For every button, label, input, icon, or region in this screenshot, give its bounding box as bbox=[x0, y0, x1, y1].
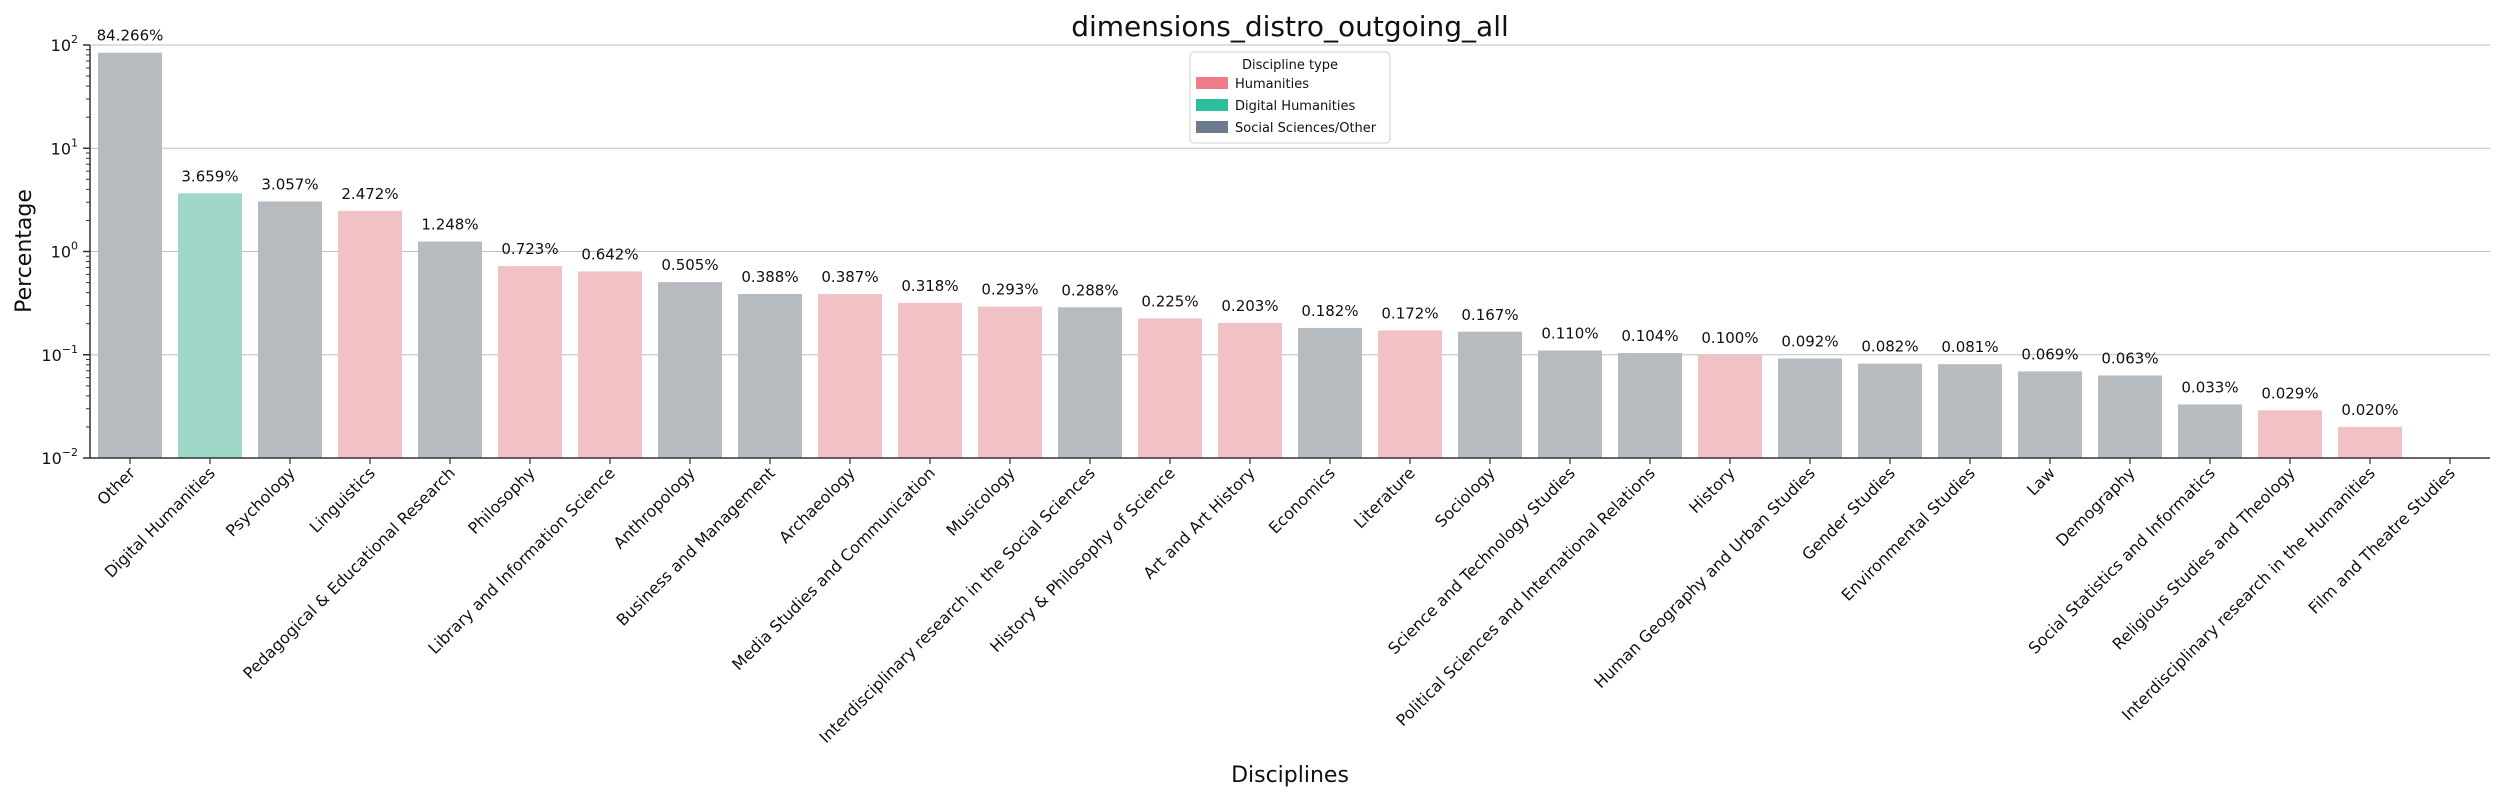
value-label-social-statistics-and-informatics: 0.033% bbox=[2181, 378, 2238, 396]
value-label-history-philosophy-of-science: 0.225% bbox=[1141, 292, 1198, 310]
bar-linguistics bbox=[338, 210, 402, 458]
legend-swatch-humanities bbox=[1196, 77, 1228, 89]
value-label-sociology: 0.167% bbox=[1461, 306, 1518, 324]
bar-political-sciences-and-international-relations bbox=[1618, 352, 1682, 458]
x-tick-label-literature: Literature bbox=[1350, 463, 1419, 532]
legend-label-humanities: Humanities bbox=[1235, 77, 1309, 92]
bar-demography bbox=[2098, 375, 2162, 458]
value-label-linguistics: 2.472% bbox=[341, 185, 398, 203]
value-label-pedagogical-educational-research: 1.248% bbox=[421, 216, 478, 234]
bar-law bbox=[2018, 371, 2082, 458]
x-tick-label-demography: Demography bbox=[2052, 463, 2139, 550]
value-label-human-geography-and-urban-studies: 0.092% bbox=[1781, 332, 1838, 350]
x-tick-label-economics: Economics bbox=[1265, 463, 1339, 537]
legend-swatch-digital-humanities bbox=[1196, 99, 1228, 111]
value-label-philosophy: 0.723% bbox=[501, 240, 558, 258]
bar-business-and-management bbox=[738, 293, 802, 458]
x-tick-label-law: Law bbox=[2023, 463, 2059, 499]
x-tick-label-anthropology: Anthropology bbox=[610, 463, 699, 552]
value-label-history: 0.100% bbox=[1701, 329, 1758, 347]
bar-media-studies-and-communication bbox=[898, 302, 962, 458]
y-axis-label: Percentage bbox=[12, 189, 37, 313]
x-axis-label: Disciplines bbox=[1231, 763, 1349, 788]
x-tick-label-interdisciplinary-research-in-the-social-sciences: Interdisciplinary research in the Social… bbox=[815, 463, 1098, 746]
value-label-other: 84.266% bbox=[97, 27, 164, 45]
bar-gender-studies bbox=[1858, 363, 1922, 458]
x-tick-label-philosophy: Philosophy bbox=[464, 463, 539, 538]
bar-history bbox=[1698, 354, 1762, 458]
y-tick-label: 10−2 bbox=[41, 446, 78, 468]
value-label-business-and-management: 0.388% bbox=[741, 268, 798, 286]
value-label-psychology: 3.057% bbox=[261, 175, 318, 193]
value-label-anthropology: 0.505% bbox=[661, 256, 718, 274]
x-tick-label-environmental-studies: Environmental Studies bbox=[1838, 463, 1979, 604]
legend-box bbox=[1189, 51, 1391, 144]
bar-other bbox=[98, 52, 162, 458]
value-label-political-sciences-and-international-relations: 0.104% bbox=[1621, 327, 1678, 345]
bar-sociology bbox=[1458, 331, 1522, 458]
bar-psychology bbox=[258, 201, 322, 458]
y-tick-label: 102 bbox=[51, 33, 78, 55]
x-tick-label-linguistics: Linguistics bbox=[306, 463, 379, 536]
value-label-interdisciplinary-research-in-the-humanities: 0.020% bbox=[2341, 401, 2398, 419]
value-label-archaeology: 0.387% bbox=[821, 268, 878, 286]
value-label-interdisciplinary-research-in-the-social-sciences: 0.288% bbox=[1061, 281, 1118, 299]
value-label-environmental-studies: 0.081% bbox=[1941, 338, 1998, 356]
bar-archaeology bbox=[818, 294, 882, 458]
bar-pedagogical-educational-research bbox=[418, 241, 482, 458]
legend-label-social-sciences-other: Social Sciences/Other bbox=[1235, 121, 1377, 136]
value-labels: 84.266% 3.659% 3.057% 2.472% 1.248% 0.723% 0.6… bbox=[97, 27, 2399, 419]
x-tick-label-archaeology: Archaeology bbox=[775, 463, 859, 547]
x-tick-label-psychology: Psychology bbox=[222, 463, 299, 540]
value-label-demography: 0.063% bbox=[2101, 349, 2158, 367]
bar-science-and-technology-studies bbox=[1538, 350, 1602, 458]
y-tick-label: 101 bbox=[51, 136, 78, 158]
bar-philosophy bbox=[498, 266, 562, 458]
bar-social-statistics-and-informatics bbox=[2178, 404, 2242, 458]
x-tick-label-film-and-theatre-studies: Film and Theatre Studies bbox=[2305, 463, 2459, 617]
y-tick-label: 100 bbox=[51, 240, 78, 262]
value-label-law: 0.069% bbox=[2021, 345, 2078, 363]
legend: Discipline type Humanities Digital Human… bbox=[1189, 51, 1391, 144]
y-ticks: 102 101 100 10−1 10−2 bbox=[41, 33, 90, 468]
value-label-digital-humanities: 3.659% bbox=[181, 167, 238, 185]
bar-interdisciplinary-research-in-the-social-sciences bbox=[1058, 307, 1122, 458]
x-tick-label-business-and-management: Business and Management bbox=[612, 463, 778, 629]
bar-human-geography-and-urban-studies bbox=[1778, 358, 1842, 458]
value-label-gender-studies: 0.082% bbox=[1861, 338, 1918, 356]
value-label-literature: 0.172% bbox=[1381, 304, 1438, 322]
value-label-economics: 0.182% bbox=[1301, 302, 1358, 320]
bar-library-and-information-science bbox=[578, 271, 642, 458]
x-tick-label-sociology: Sociology bbox=[1431, 463, 1499, 531]
legend-swatch-social-sciences-other bbox=[1196, 121, 1228, 133]
bar-interdisciplinary-research-in-the-humanities bbox=[2338, 426, 2402, 458]
legend-label-digital-humanities: Digital Humanities bbox=[1235, 99, 1355, 114]
bar-literature bbox=[1378, 330, 1442, 458]
value-label-religious-studies-and-theology: 0.029% bbox=[2261, 384, 2318, 402]
value-label-art-and-art-history: 0.203% bbox=[1221, 297, 1278, 315]
x-tick-label-history: History bbox=[1685, 463, 1739, 517]
chart-title: dimensions_distro_outgoing_all bbox=[1071, 10, 1509, 43]
bar-musicology bbox=[978, 306, 1042, 458]
value-label-media-studies-and-communication: 0.318% bbox=[901, 277, 958, 295]
bar-art-and-art-history bbox=[1218, 323, 1282, 458]
bar-anthropology bbox=[658, 282, 722, 458]
x-tick-label-other: Other bbox=[93, 463, 139, 509]
y-tick-label: 10−1 bbox=[41, 343, 78, 365]
value-label-musicology: 0.293% bbox=[981, 281, 1038, 299]
bar-digital-humanities bbox=[178, 193, 242, 458]
bars bbox=[98, 52, 2402, 458]
legend-title: Discipline type bbox=[1242, 58, 1338, 73]
value-label-science-and-technology-studies: 0.110% bbox=[1541, 324, 1598, 342]
value-label-library-and-information-science: 0.642% bbox=[581, 245, 638, 263]
bar-religious-studies-and-theology bbox=[2258, 410, 2322, 458]
x-tick-label-musicology: Musicology bbox=[942, 463, 1018, 539]
bar-history-philosophy-of-science bbox=[1138, 318, 1202, 458]
bar-environmental-studies bbox=[1938, 364, 2002, 458]
bar-economics bbox=[1298, 327, 1362, 458]
